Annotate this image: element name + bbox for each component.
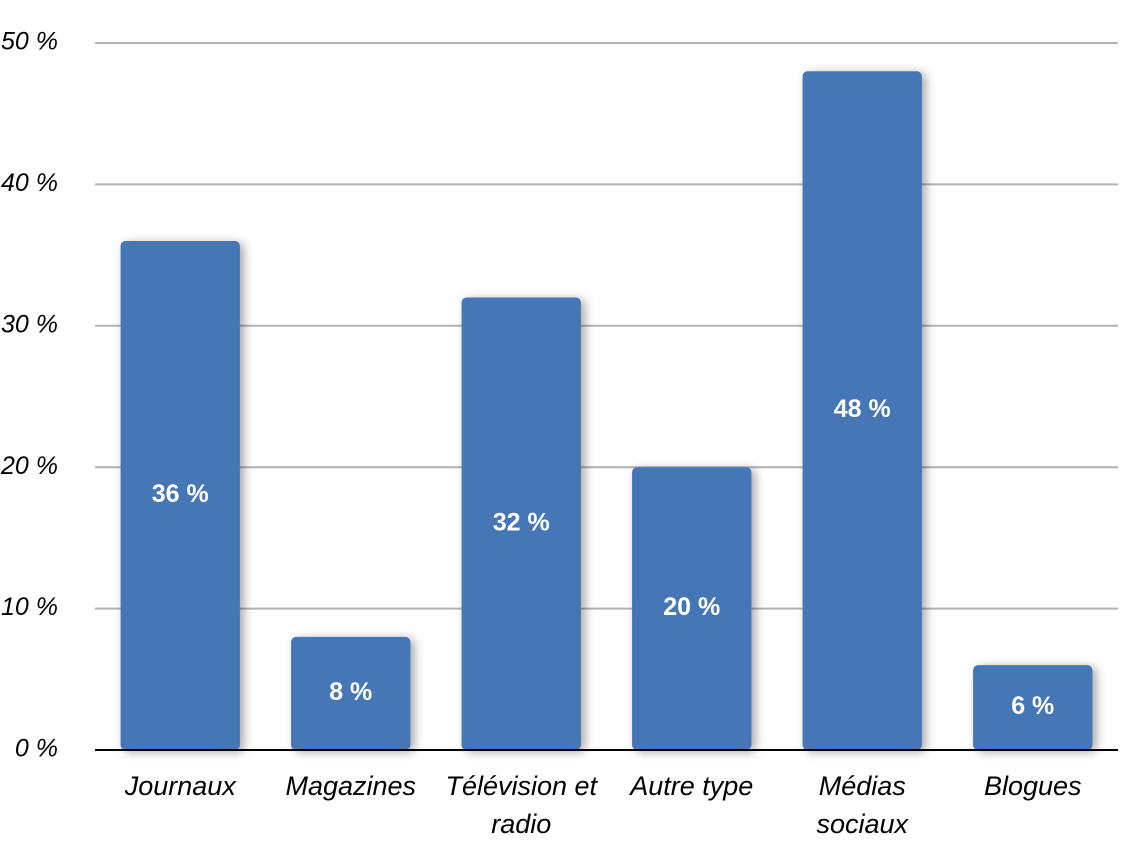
y-tick-label: 30 % — [1, 310, 58, 338]
bar — [461, 297, 581, 750]
value-label: 48 % — [834, 395, 891, 423]
y-tick-label: 20 % — [0, 452, 58, 480]
y-tick-label: 40 % — [1, 169, 58, 197]
bar — [802, 71, 922, 750]
x-tick-label: Journaux — [124, 771, 236, 801]
x-tick-label: Magazines — [285, 771, 417, 801]
y-tick-label: 10 % — [1, 593, 58, 621]
value-label: 32 % — [493, 508, 550, 536]
x-tick-label: Télévision et radio — [445, 771, 598, 839]
value-label: 36 % — [152, 480, 209, 508]
y-tick-label: 50 % — [1, 28, 58, 56]
bar — [632, 467, 752, 750]
x-tick-label: Blogues — [983, 771, 1082, 801]
x-tick-label: Autre type — [630, 771, 754, 801]
value-label: 8 % — [329, 678, 372, 706]
value-label: 6 % — [1011, 692, 1054, 720]
value-label: 20 % — [663, 593, 720, 621]
bar — [291, 636, 411, 750]
y-tick-label: 0 % — [15, 735, 58, 763]
bar — [120, 240, 240, 750]
bar — [973, 665, 1093, 750]
x-tick-label: Médias sociaux — [816, 771, 909, 839]
